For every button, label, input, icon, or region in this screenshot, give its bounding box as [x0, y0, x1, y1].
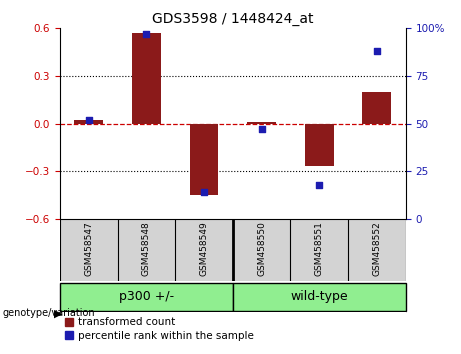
Text: GSM458550: GSM458550 [257, 221, 266, 276]
Bar [305, 124, 334, 166]
Legend: transformed count, percentile rank within the sample: transformed count, percentile rank withi… [65, 318, 254, 341]
Point [200, 189, 207, 195]
Bar [247, 122, 276, 124]
Text: GSM458547: GSM458547 [84, 221, 93, 276]
Point [258, 126, 266, 132]
Text: genotype/variation: genotype/variation [2, 308, 95, 318]
Bar [132, 33, 161, 124]
Title: GDS3598 / 1448424_at: GDS3598 / 1448424_at [152, 12, 313, 26]
Text: GSM458551: GSM458551 [315, 221, 324, 276]
Text: GSM458549: GSM458549 [200, 221, 208, 276]
Bar [60, 283, 233, 311]
Point [373, 48, 381, 54]
Point [315, 182, 323, 187]
Bar [233, 283, 406, 311]
Text: ▶: ▶ [54, 308, 62, 318]
Text: wild-type: wild-type [290, 290, 348, 303]
Text: p300 +/-: p300 +/- [119, 290, 174, 303]
Text: GSM458552: GSM458552 [372, 221, 381, 276]
Point [85, 117, 92, 122]
Bar [362, 92, 391, 124]
Bar [189, 124, 219, 195]
Bar [74, 120, 103, 124]
Text: GSM458548: GSM458548 [142, 221, 151, 276]
Point [142, 31, 150, 37]
